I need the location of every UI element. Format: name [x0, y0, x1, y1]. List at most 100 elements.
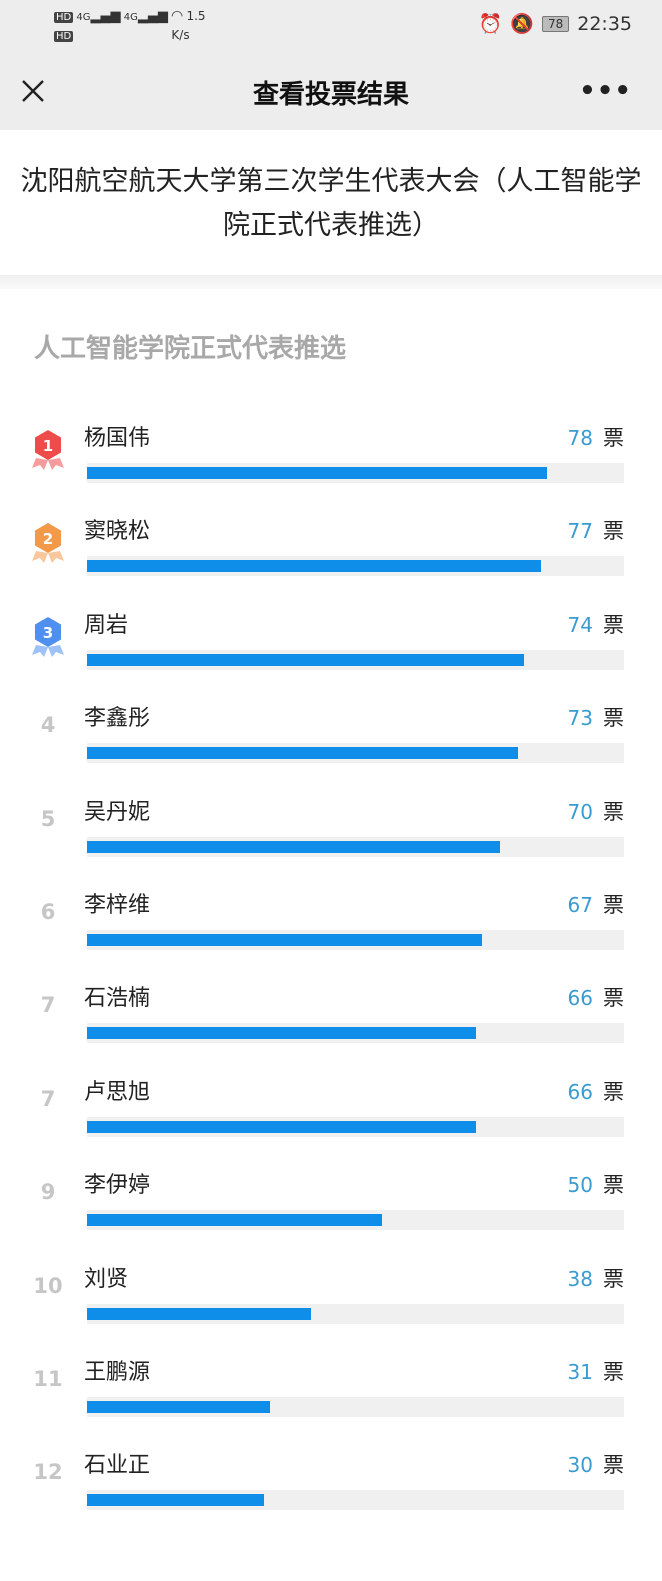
rank-number: 4 — [40, 713, 56, 738]
vote-count: 31 票 — [568, 1356, 624, 1386]
nav-bar: 查看投票结果 ••• — [0, 52, 662, 130]
candidate-row: 4 李鑫彤 73 票 — [0, 690, 662, 783]
rank-number: 9 — [40, 1180, 56, 1205]
vote-unit: 票 — [603, 1266, 624, 1291]
vote-count: 66 票 — [568, 982, 624, 1012]
vote-bar-fill — [87, 1307, 312, 1320]
page-title: 查看投票结果 — [252, 80, 409, 110]
vote-count: 74 票 — [568, 609, 624, 639]
vote-bar-fill — [87, 467, 548, 479]
vote-bar-track — [87, 463, 624, 483]
medal-icon: 2 — [32, 523, 64, 564]
vote-bar-track — [87, 1396, 624, 1417]
wifi-icon: ◠ — [171, 8, 184, 24]
candidate-name: 李伊婷 — [84, 1173, 151, 1199]
vote-count: 50 票 — [568, 1169, 624, 1199]
vote-number: 74 — [567, 612, 593, 637]
vote-bar-track — [87, 1303, 624, 1324]
vote-count: 67 票 — [568, 889, 624, 919]
vote-count: 30 票 — [568, 1449, 624, 1479]
vote-count: 78 票 — [568, 422, 624, 452]
vote-bar-track — [87, 1116, 624, 1137]
rank-number: 7 — [40, 1086, 56, 1111]
vote-unit: 票 — [603, 799, 624, 824]
candidate-row: 6 李梓维 67 票 — [0, 877, 662, 970]
candidate-name: 石浩楠 — [84, 986, 151, 1012]
candidate-name: 李梓维 — [84, 892, 151, 918]
candidate-row: 2 窦晓松 77 票 — [0, 503, 662, 596]
bell-off-icon: 🔕 — [510, 13, 534, 35]
divider — [0, 275, 662, 289]
candidate-row: 9 李伊婷 50 票 — [0, 1157, 662, 1250]
more-icon[interactable]: ••• — [579, 76, 632, 106]
candidate-name: 窦晓松 — [84, 519, 151, 545]
status-right: ⏰ 🔕 78 22:35 — [478, 12, 632, 36]
clock: 22:35 — [577, 12, 632, 35]
status-bar: HD 4G▂▄▆ 4G▂▄▆ ◠ 1.5 HD K/s ⏰ 🔕 78 22:35 — [0, 0, 662, 52]
vote-unit: 票 — [603, 612, 624, 637]
svg-text:3: 3 — [43, 624, 53, 642]
vote-count: 77 票 — [568, 515, 624, 545]
vote-bar-track — [87, 556, 624, 577]
vote-number: 50 — [567, 1173, 593, 1198]
candidate-name: 李鑫彤 — [84, 706, 151, 732]
candidate-name: 吴丹妮 — [84, 799, 151, 825]
candidate-row: 5 吴丹妮 70 票 — [0, 784, 662, 877]
vote-bar-track — [87, 649, 624, 670]
vote-bar-fill — [87, 1120, 477, 1133]
rank-number: 5 — [40, 806, 56, 831]
signal-icon: ▂▄▆ — [137, 9, 168, 24]
candidate-name: 周岩 — [84, 612, 129, 638]
vote-unit: 票 — [603, 426, 624, 450]
alarm-icon: ⏰ — [478, 13, 503, 35]
vote-bar-fill — [87, 653, 524, 666]
vote-unit: 票 — [603, 519, 624, 544]
rank-number: 6 — [40, 899, 56, 924]
vote-unit: 票 — [603, 1359, 624, 1384]
vote-bar-fill — [87, 560, 542, 573]
vote-number: 30 — [567, 1453, 593, 1478]
poll-title: 沈阳航空航天大学第三次学生代表大会（人工智能学院正式代表推选） — [20, 166, 642, 241]
candidate-row: 1 杨国伟 78 票 — [0, 410, 662, 503]
signal-icon: ▂▄▆ — [90, 9, 121, 24]
medal-icon: 1 — [32, 430, 64, 470]
vote-bar-track — [87, 1210, 624, 1231]
vote-number: 66 — [567, 986, 593, 1011]
vote-count: 66 票 — [568, 1076, 624, 1106]
vote-unit: 票 — [603, 1453, 624, 1478]
close-icon[interactable] — [18, 76, 48, 106]
status-left: HD 4G▂▄▆ 4G▂▄▆ ◠ 1.5 HD K/s — [54, 8, 206, 42]
vote-unit: 票 — [603, 986, 624, 1011]
candidate-row: 10 刘贤 38 票 — [0, 1251, 662, 1344]
vote-count: 38 票 — [568, 1263, 624, 1293]
signal-type: 4G — [123, 12, 138, 23]
rank-number: 7 — [40, 993, 56, 1018]
vote-number: 73 — [567, 706, 593, 731]
candidate-name: 刘贤 — [84, 1266, 129, 1292]
vote-number: 31 — [567, 1359, 593, 1384]
candidate-name: 王鹏源 — [84, 1359, 151, 1385]
candidate-name: 石业正 — [84, 1453, 151, 1479]
candidate-row: 3 周岩 74 票 — [0, 597, 662, 690]
vote-number: 78 — [567, 426, 593, 450]
vote-count: 73 票 — [568, 702, 624, 732]
vote-bar-fill — [87, 933, 483, 946]
vote-bar-fill — [87, 840, 500, 853]
hd-icon: HD — [54, 12, 74, 23]
candidate-row: 7 石浩楠 66 票 — [0, 970, 662, 1063]
medal-icon: 3 — [32, 616, 64, 657]
vote-number: 70 — [567, 799, 593, 824]
candidate-row: 7 卢思旭 66 票 — [0, 1064, 662, 1157]
vote-bar-track — [87, 743, 624, 764]
vote-bar-fill — [87, 747, 518, 760]
rank-number: 10 — [33, 1273, 63, 1298]
vote-bar-fill — [87, 1400, 271, 1413]
hd-icon: HD — [54, 31, 74, 42]
vote-number: 66 — [567, 1079, 593, 1104]
vote-number: 77 — [567, 519, 593, 544]
rank-number: 11 — [33, 1366, 63, 1391]
vote-bar-track — [87, 929, 624, 950]
vote-bar-track — [87, 836, 624, 857]
vote-unit: 票 — [603, 706, 624, 731]
network-unit: K/s — [171, 28, 190, 42]
